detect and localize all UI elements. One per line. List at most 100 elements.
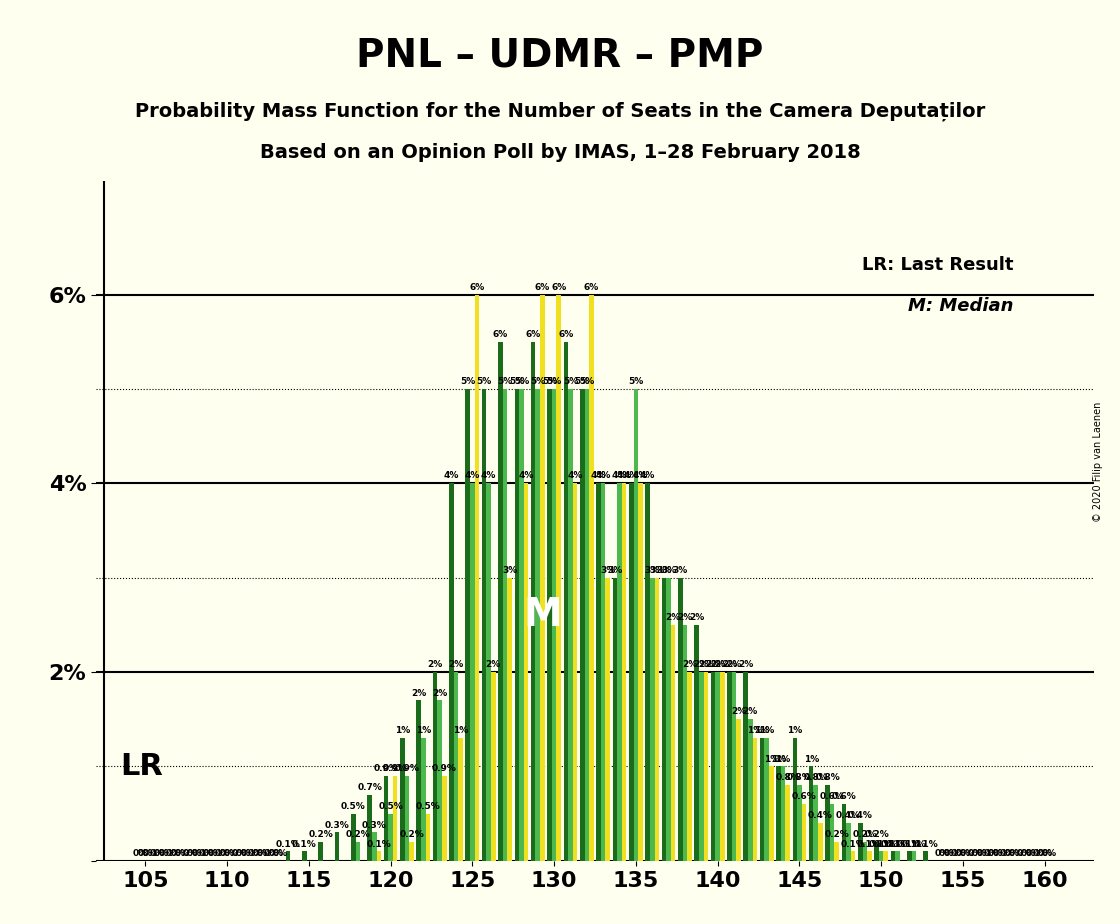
- Text: 0%: 0%: [149, 849, 165, 858]
- Bar: [884, 851, 888, 861]
- Text: 0.1%: 0.1%: [292, 840, 317, 848]
- Text: 5%: 5%: [628, 377, 644, 386]
- Text: 6%: 6%: [558, 330, 573, 339]
- Text: 2%: 2%: [743, 708, 758, 716]
- Text: 0%: 0%: [183, 849, 197, 858]
- Bar: [694, 625, 699, 861]
- Text: 0.1%: 0.1%: [913, 840, 939, 848]
- Text: 0%: 0%: [256, 849, 272, 858]
- Bar: [769, 766, 774, 861]
- Text: 0.1%: 0.1%: [869, 840, 894, 848]
- Bar: [507, 578, 512, 861]
- Text: 1%: 1%: [759, 726, 774, 736]
- Text: 0%: 0%: [1026, 849, 1040, 858]
- Text: 5%: 5%: [497, 377, 513, 386]
- Bar: [834, 842, 839, 861]
- Text: 0.2%: 0.2%: [399, 830, 423, 839]
- Bar: [634, 389, 638, 861]
- Text: 1%: 1%: [771, 755, 786, 763]
- Text: 4%: 4%: [444, 471, 459, 480]
- Text: 3%: 3%: [607, 565, 623, 575]
- Bar: [376, 851, 381, 861]
- Text: 0%: 0%: [142, 849, 158, 858]
- Bar: [879, 851, 884, 861]
- Bar: [454, 672, 458, 861]
- Bar: [514, 389, 519, 861]
- Bar: [907, 851, 912, 861]
- Text: 0%: 0%: [934, 849, 950, 858]
- Text: 0%: 0%: [972, 849, 987, 858]
- Bar: [645, 483, 650, 861]
- Text: M: M: [523, 596, 562, 635]
- Text: 0.4%: 0.4%: [808, 811, 833, 821]
- Text: 2%: 2%: [432, 688, 447, 698]
- Bar: [466, 389, 470, 861]
- Text: 4%: 4%: [591, 471, 606, 480]
- Bar: [802, 804, 806, 861]
- Text: 0.8%: 0.8%: [775, 773, 800, 783]
- Text: 5%: 5%: [542, 377, 557, 386]
- Text: 0.6%: 0.6%: [831, 793, 857, 801]
- Bar: [351, 814, 355, 861]
- Bar: [809, 766, 813, 861]
- Bar: [552, 389, 557, 861]
- Text: 2%: 2%: [678, 613, 692, 622]
- Text: 0.1%: 0.1%: [880, 840, 905, 848]
- Text: 4%: 4%: [480, 471, 496, 480]
- Bar: [524, 483, 529, 861]
- Text: 1%: 1%: [787, 726, 802, 736]
- Text: 4%: 4%: [624, 471, 640, 480]
- Text: 1%: 1%: [416, 726, 431, 736]
- Text: 0%: 0%: [968, 849, 982, 858]
- Text: 0.1%: 0.1%: [366, 840, 391, 848]
- Text: Probability Mass Function for the Number of Seats in the Camera Deputaților: Probability Mass Function for the Number…: [134, 102, 986, 121]
- Bar: [759, 738, 765, 861]
- Text: 0.7%: 0.7%: [357, 783, 382, 792]
- Text: 2%: 2%: [689, 613, 704, 622]
- Text: 2%: 2%: [428, 661, 442, 669]
- Bar: [548, 389, 552, 861]
- Text: 1%: 1%: [775, 755, 791, 763]
- Text: 2%: 2%: [731, 708, 746, 716]
- Text: 0%: 0%: [187, 849, 202, 858]
- Bar: [793, 738, 797, 861]
- Text: 0%: 0%: [269, 849, 283, 858]
- Bar: [498, 342, 503, 861]
- Text: 0%: 0%: [175, 849, 190, 858]
- Bar: [367, 795, 372, 861]
- Text: 3%: 3%: [656, 565, 672, 575]
- Bar: [711, 672, 716, 861]
- Bar: [503, 389, 507, 861]
- Text: 6%: 6%: [525, 330, 541, 339]
- Text: 0.1%: 0.1%: [902, 840, 926, 848]
- Bar: [720, 672, 725, 861]
- Text: 0%: 0%: [248, 849, 263, 858]
- Bar: [841, 804, 847, 861]
- Text: 0%: 0%: [939, 849, 954, 858]
- Bar: [671, 625, 675, 861]
- Text: 0%: 0%: [264, 849, 279, 858]
- Text: 0.8%: 0.8%: [815, 773, 840, 783]
- Bar: [654, 578, 659, 861]
- Text: 3%: 3%: [673, 565, 688, 575]
- Bar: [432, 672, 437, 861]
- Text: 2%: 2%: [448, 661, 464, 669]
- Bar: [748, 719, 753, 861]
- Text: 4%: 4%: [519, 471, 533, 480]
- Text: 0.5%: 0.5%: [340, 802, 365, 810]
- Bar: [699, 672, 703, 861]
- Bar: [482, 389, 486, 861]
- Text: 0%: 0%: [215, 849, 230, 858]
- Text: 0.1%: 0.1%: [841, 840, 866, 848]
- Bar: [335, 833, 339, 861]
- Bar: [912, 851, 916, 861]
- Bar: [923, 851, 928, 861]
- Bar: [638, 483, 643, 861]
- Text: 0.2%: 0.2%: [345, 830, 371, 839]
- Text: © 2020 Filip van Laenen: © 2020 Filip van Laenen: [1093, 402, 1103, 522]
- Bar: [535, 389, 540, 861]
- Text: 0%: 0%: [241, 849, 255, 858]
- Text: 0.2%: 0.2%: [824, 830, 849, 839]
- Text: 0.4%: 0.4%: [848, 811, 872, 821]
- Bar: [830, 804, 834, 861]
